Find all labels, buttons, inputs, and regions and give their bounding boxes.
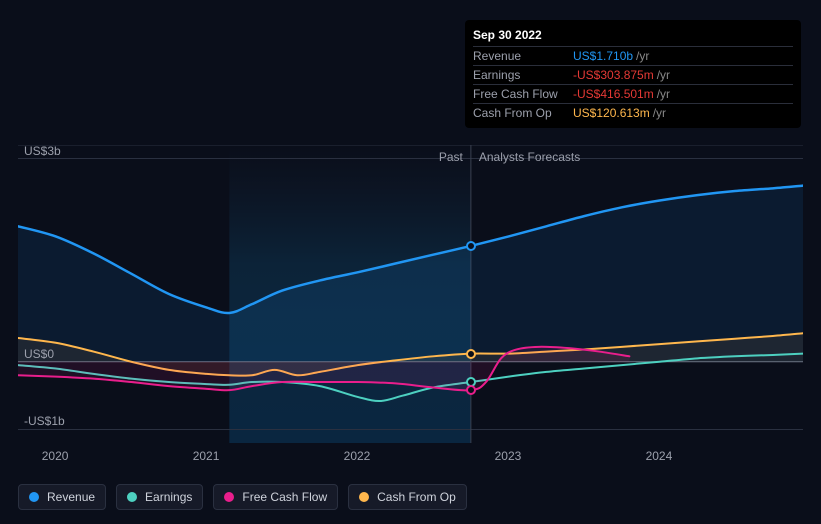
x-tick-label: 2024: [646, 449, 673, 463]
past-section-label: Past: [439, 150, 463, 164]
chart-legend: Revenue Earnings Free Cash Flow Cash From O…: [18, 484, 467, 510]
tooltip-row-value: -US$303.875m: [573, 68, 654, 82]
legend-item-revenue[interactable]: Revenue: [18, 484, 106, 510]
tooltip-date: Sep 30 2022: [473, 26, 793, 46]
tooltip-row: Free Cash Flow-US$416.501m /yr: [473, 84, 793, 103]
x-tick-label: 2020: [42, 449, 69, 463]
legend-swatch: [127, 492, 137, 502]
legend-swatch: [359, 492, 369, 502]
y-tick-label: US$0: [24, 347, 54, 361]
tooltip-row-value: -US$416.501m: [573, 87, 654, 101]
tooltip-row-value: US$1.710b: [573, 49, 633, 63]
tooltip-row-suffix: /yr: [636, 49, 649, 63]
chart-tooltip: Sep 30 2022 RevenueUS$1.710b /yrEarnings…: [465, 20, 801, 128]
legend-label: Cash From Op: [377, 490, 456, 504]
marker-free-cash-flow: [466, 385, 476, 395]
legend-label: Earnings: [145, 490, 192, 504]
legend-swatch: [224, 492, 234, 502]
x-tick-label: 2022: [344, 449, 371, 463]
financials-chart: US$3b US$0 -US$1b 2020 2021 2022 2023 2024 Pas…: [0, 0, 821, 524]
tooltip-row-label: Revenue: [473, 49, 573, 63]
y-tick-label: -US$1b: [24, 414, 65, 428]
x-tick-label: 2023: [495, 449, 522, 463]
legend-item-free-cash-flow[interactable]: Free Cash Flow: [213, 484, 338, 510]
tooltip-row: RevenueUS$1.710b /yr: [473, 46, 793, 65]
y-tick-label: US$3b: [24, 144, 61, 158]
tooltip-row-label: Free Cash Flow: [473, 87, 573, 101]
tooltip-row: Earnings-US$303.875m /yr: [473, 65, 793, 84]
tooltip-row-value: US$120.613m: [573, 106, 650, 120]
tooltip-row: Cash From OpUS$120.613m /yr: [473, 103, 793, 122]
legend-label: Revenue: [47, 490, 95, 504]
chart-plot-area: [18, 145, 803, 443]
legend-item-earnings[interactable]: Earnings: [116, 484, 203, 510]
tooltip-row-label: Earnings: [473, 68, 573, 82]
tooltip-row-label: Cash From Op: [473, 106, 573, 120]
legend-item-cash-from-op[interactable]: Cash From Op: [348, 484, 467, 510]
marker-cash-from-op: [466, 349, 476, 359]
forecast-section-label: Analysts Forecasts: [479, 150, 580, 164]
marker-revenue: [466, 241, 476, 251]
legend-label: Free Cash Flow: [242, 490, 327, 504]
tooltip-row-suffix: /yr: [657, 68, 670, 82]
x-tick-label: 2021: [193, 449, 220, 463]
tooltip-row-suffix: /yr: [653, 106, 666, 120]
tooltip-row-suffix: /yr: [657, 87, 670, 101]
legend-swatch: [29, 492, 39, 502]
